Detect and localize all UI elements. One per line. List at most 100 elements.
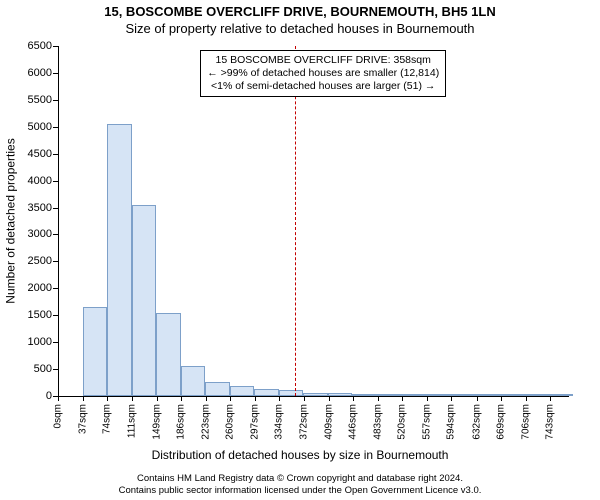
x-tick-label: 37sqm [77,404,88,434]
y-tick-label: 2000 [12,282,52,294]
y-tick [53,154,58,155]
x-tick [58,396,59,401]
x-tick-label: 111sqm [126,404,137,438]
y-tick-label: 5500 [12,94,52,106]
histogram-bar [107,124,132,396]
histogram-bar [499,394,524,396]
annotation-box: 15 BOSCOMBE OVERCLIFF DRIVE: 358sqm← >99… [200,50,446,97]
histogram-bar [181,366,206,396]
x-tick-label: 520sqm [397,404,408,440]
y-tick-label: 3500 [12,202,52,214]
x-tick [132,396,133,401]
histogram-bar [205,382,230,396]
x-tick-label: 409sqm [323,404,334,440]
x-tick [304,396,305,401]
histogram-bar [401,394,426,396]
footer-line-1: Contains HM Land Registry data © Crown c… [0,473,600,484]
histogram-bar [303,393,328,396]
annotation-line: ← >99% of detached houses are smaller (1… [207,67,439,80]
y-tick [53,315,58,316]
footer-attribution: Contains HM Land Registry data © Crown c… [0,473,600,496]
x-tick [402,396,403,401]
y-tick-label: 5000 [12,121,52,133]
y-tick [53,342,58,343]
histogram-bar [548,394,573,396]
x-tick [526,396,527,401]
x-tick-label: 0sqm [53,404,64,428]
histogram-bar [426,394,451,396]
histogram-bar [475,394,500,396]
x-tick-label: 297sqm [249,404,260,440]
x-tick [255,396,256,401]
histogram-bar [132,205,157,396]
x-tick-label: 557sqm [421,404,432,440]
x-tick [427,396,428,401]
y-tick [53,73,58,74]
chart-title: 15, BOSCOMBE OVERCLIFF DRIVE, BOURNEMOUT… [0,4,600,36]
y-tick [53,100,58,101]
x-tick-label: 483sqm [372,404,383,440]
histogram-bar [156,313,181,396]
y-tick [53,369,58,370]
y-tick-label: 0 [12,390,52,402]
annotation-line: 15 BOSCOMBE OVERCLIFF DRIVE: 358sqm [207,54,439,67]
x-tick-label: 186sqm [176,404,187,440]
y-tick-label: 6000 [12,67,52,79]
x-tick [206,396,207,401]
x-tick [501,396,502,401]
x-tick-label: 74sqm [102,404,113,434]
y-tick [53,261,58,262]
reference-line [295,46,296,396]
plot-area: 0500100015002000250030003500400045005000… [58,46,568,396]
x-tick [451,396,452,401]
x-tick [181,396,182,401]
title-line-1: 15, BOSCOMBE OVERCLIFF DRIVE, BOURNEMOUT… [0,4,600,19]
y-tick-label: 2500 [12,255,52,267]
x-tick-label: 632sqm [471,404,482,440]
y-tick [53,208,58,209]
title-line-2: Size of property relative to detached ho… [0,21,600,36]
chart-container: { "title": { "line1": "15, BOSCOMBE OVER… [0,0,600,500]
x-tick [477,396,478,401]
x-tick [83,396,84,401]
y-tick-label: 6500 [12,40,52,52]
annotation-line: <1% of semi-detached houses are larger (… [207,80,439,93]
x-tick [329,396,330,401]
histogram-bar [254,389,279,396]
x-tick-label: 743sqm [545,404,556,440]
histogram-bar [279,390,304,396]
x-tick [279,396,280,401]
x-tick [107,396,108,401]
x-tick [230,396,231,401]
histogram-bar [450,394,475,396]
y-tick-label: 1000 [12,336,52,348]
x-tick-label: 223sqm [200,404,211,440]
histogram-bar [230,386,255,396]
y-tick-label: 4500 [12,148,52,160]
x-tick-label: 334sqm [274,404,285,440]
histogram-bar [524,394,549,396]
footer-line-2: Contains public sector information licen… [0,485,600,496]
y-tick [53,127,58,128]
y-tick-label: 4000 [12,175,52,187]
x-tick-label: 372sqm [299,404,310,440]
y-tick [53,46,58,47]
x-tick [550,396,551,401]
histogram-bar [328,393,353,396]
y-tick [53,234,58,235]
y-tick [53,181,58,182]
histogram-bar [352,394,377,396]
x-tick [157,396,158,401]
x-tick-label: 594sqm [446,404,457,440]
y-tick-label: 3000 [12,228,52,240]
y-tick [53,288,58,289]
x-tick [378,396,379,401]
x-tick-label: 706sqm [520,404,531,440]
histogram-bar [83,307,108,396]
x-tick-label: 260sqm [225,404,236,440]
y-tick-label: 500 [12,363,52,375]
x-tick-label: 149sqm [151,404,162,440]
x-axis-title: Distribution of detached houses by size … [0,448,600,462]
x-tick [353,396,354,401]
y-tick-label: 1500 [12,309,52,321]
